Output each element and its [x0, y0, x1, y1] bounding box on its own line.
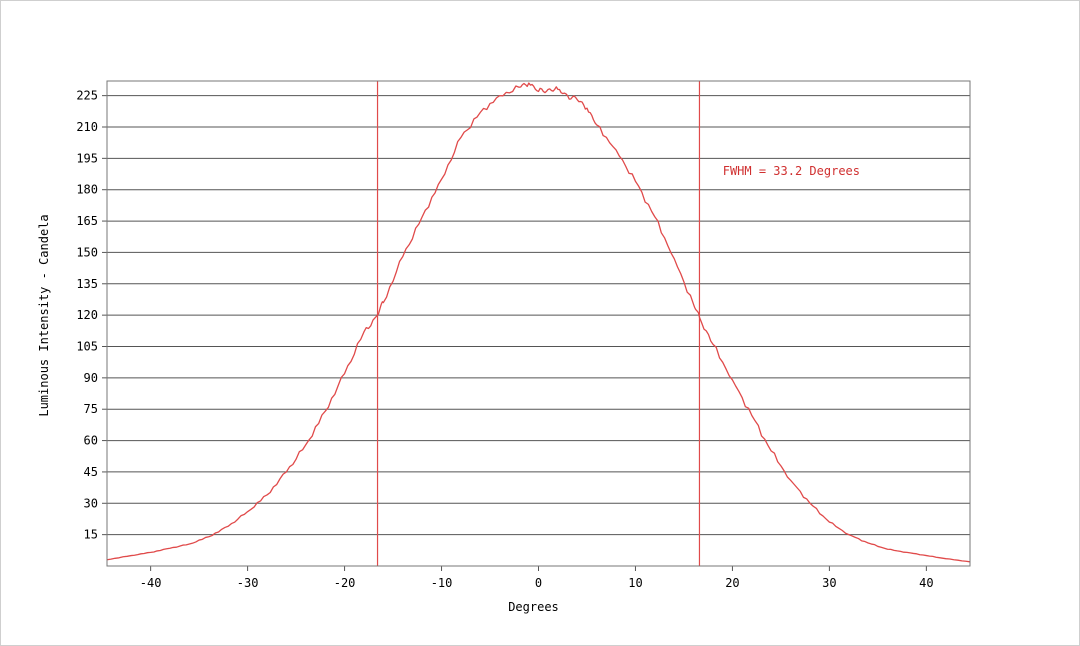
y-tick-label: 135	[76, 277, 98, 291]
grid-layer	[107, 95, 970, 536]
x-tick-label: 20	[725, 576, 739, 590]
plot-layer	[106, 82, 971, 563]
x-axis-title: Degrees	[508, 600, 559, 614]
y-tick-label: 15	[84, 528, 98, 542]
fwhm-annotation: FWHM = 33.2 Degrees	[723, 164, 860, 178]
y-tick-label: 75	[84, 402, 98, 416]
x-tick-label: -30	[237, 576, 259, 590]
plot-border	[106, 80, 971, 567]
label-layer: 15 30 45 60 75 90 105 120 135 150 165 180 195 210 225 -…	[76, 89, 933, 590]
y-tick-label: 105	[76, 339, 98, 353]
y-tick-label: 225	[76, 89, 98, 103]
y-tick-label: 195	[76, 151, 98, 165]
x-tick-label: -40	[140, 576, 162, 590]
y-tick-label: 45	[84, 465, 98, 479]
y-tick-label: 180	[76, 183, 98, 197]
reference-lines	[376, 81, 701, 566]
x-tick-label: 30	[822, 576, 836, 590]
intensity-line	[106, 82, 971, 563]
y-axis-title: Luminous Intensity - Candela	[37, 214, 51, 416]
y-tick-label: 60	[84, 434, 98, 448]
y-tick-label: 120	[76, 308, 98, 322]
x-tick-label: 0	[535, 576, 542, 590]
x-tick-label: -10	[431, 576, 453, 590]
y-tick-label: 30	[84, 496, 98, 510]
x-tick-label: 10	[628, 576, 642, 590]
y-tick-label: 90	[84, 371, 98, 385]
x-tick-label: 40	[919, 576, 933, 590]
y-tick-label: 210	[76, 120, 98, 134]
axis-layer	[102, 80, 971, 571]
y-tick-label: 150	[76, 245, 98, 259]
y-tick-label: 165	[76, 214, 98, 228]
x-tick-label: -20	[334, 576, 356, 590]
